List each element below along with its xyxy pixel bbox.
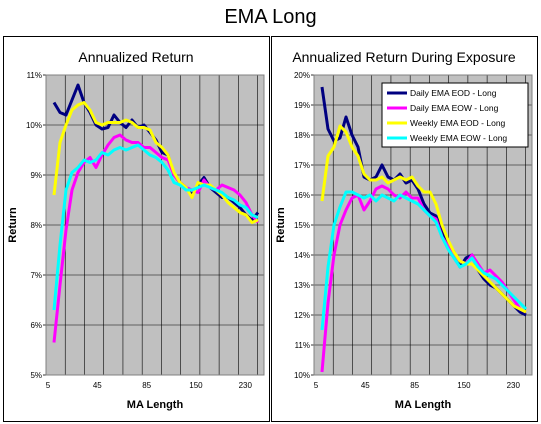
plot-frame xyxy=(45,74,265,376)
plot-frame xyxy=(313,74,533,376)
chart-right-svg: Annualized Return During Exposure 10% 11% 1… xyxy=(275,49,533,411)
series-line-weekly-ema-eod-long xyxy=(320,124,527,314)
chart-panel-annualized-return: Annualized Return 5% 6% 7% 8% 9% 10% 11% 5 45 85 15… xyxy=(3,36,270,422)
y-tick-label: 10% xyxy=(26,121,42,130)
y-tick-label: 14% xyxy=(294,251,310,260)
y-tick-label: 6% xyxy=(30,321,42,330)
legend-label-weekly-ema-eow-long: Weekly EMA EOW - Long xyxy=(410,133,507,143)
y-tick-label: 17% xyxy=(294,161,310,170)
x-tick-label: 230 xyxy=(507,381,521,390)
y-tick-label: 5% xyxy=(30,371,42,380)
x-tick-label: 230 xyxy=(239,381,253,390)
x-tick-label: 5 xyxy=(314,381,319,390)
y-tick-label: 8% xyxy=(30,221,42,230)
legend-label-daily-ema-eow-long: Daily EMA EOW - Long xyxy=(410,103,499,113)
y-tick-label: 7% xyxy=(30,271,42,280)
x-axis-label: MA Length xyxy=(127,399,184,411)
legend-label-daily-ema-eod-long: Daily EMA EOD - Long xyxy=(410,88,497,98)
x-axis-label: MA Length xyxy=(395,399,452,411)
x-tick-label: 45 xyxy=(361,381,370,390)
x-tick-label: 45 xyxy=(93,381,102,390)
y-tick-label: 18% xyxy=(294,131,310,140)
y-tick-label: 15% xyxy=(294,221,310,230)
y-tick-label: 16% xyxy=(294,191,310,200)
series-line-daily-ema-eow-long xyxy=(52,133,260,343)
x-tick-label: 85 xyxy=(142,381,151,390)
chart-subtitle: Annualized Return xyxy=(78,49,193,65)
y-tick-label: 12% xyxy=(294,311,310,320)
series-line-weekly-ema-eow-long xyxy=(52,143,259,311)
x-tick-label: 150 xyxy=(189,381,203,390)
chart-left-svg: Annualized Return 5% 6% 7% 8% 9% 10% 11% 5 45 85 15… xyxy=(7,49,265,411)
y-tick-label: 11% xyxy=(27,71,42,80)
y-tick-label: 9% xyxy=(30,171,42,180)
x-tick-label: 150 xyxy=(457,381,471,390)
chart-subtitle: Annualized Return During Exposure xyxy=(292,49,516,65)
series-line-weekly-ema-eow-long xyxy=(320,190,528,331)
main-title: EMA Long xyxy=(224,6,317,28)
y-axis-label: Return xyxy=(275,207,287,243)
x-tick-label: 5 xyxy=(46,381,51,390)
legend-label-weekly-ema-eod-long: Weekly EMA EOD - Long xyxy=(410,118,506,128)
legend: Daily EMA EOD - Long Daily EMA EOW - Long… xyxy=(381,82,529,148)
series-line-weekly-ema-eod-long xyxy=(52,101,259,224)
chart-panel-annualized-return-exposure: Annualized Return During Exposure 10% 11% 1… xyxy=(271,36,538,422)
x-tick-label: 85 xyxy=(410,381,419,390)
y-tick-label: 11% xyxy=(295,341,310,350)
y-tick-label: 19% xyxy=(294,101,310,110)
y-tick-label: 13% xyxy=(294,281,310,290)
y-tick-label: 20% xyxy=(294,71,310,80)
y-tick-label: 10% xyxy=(294,371,310,380)
y-axis-label: Return xyxy=(7,207,19,243)
